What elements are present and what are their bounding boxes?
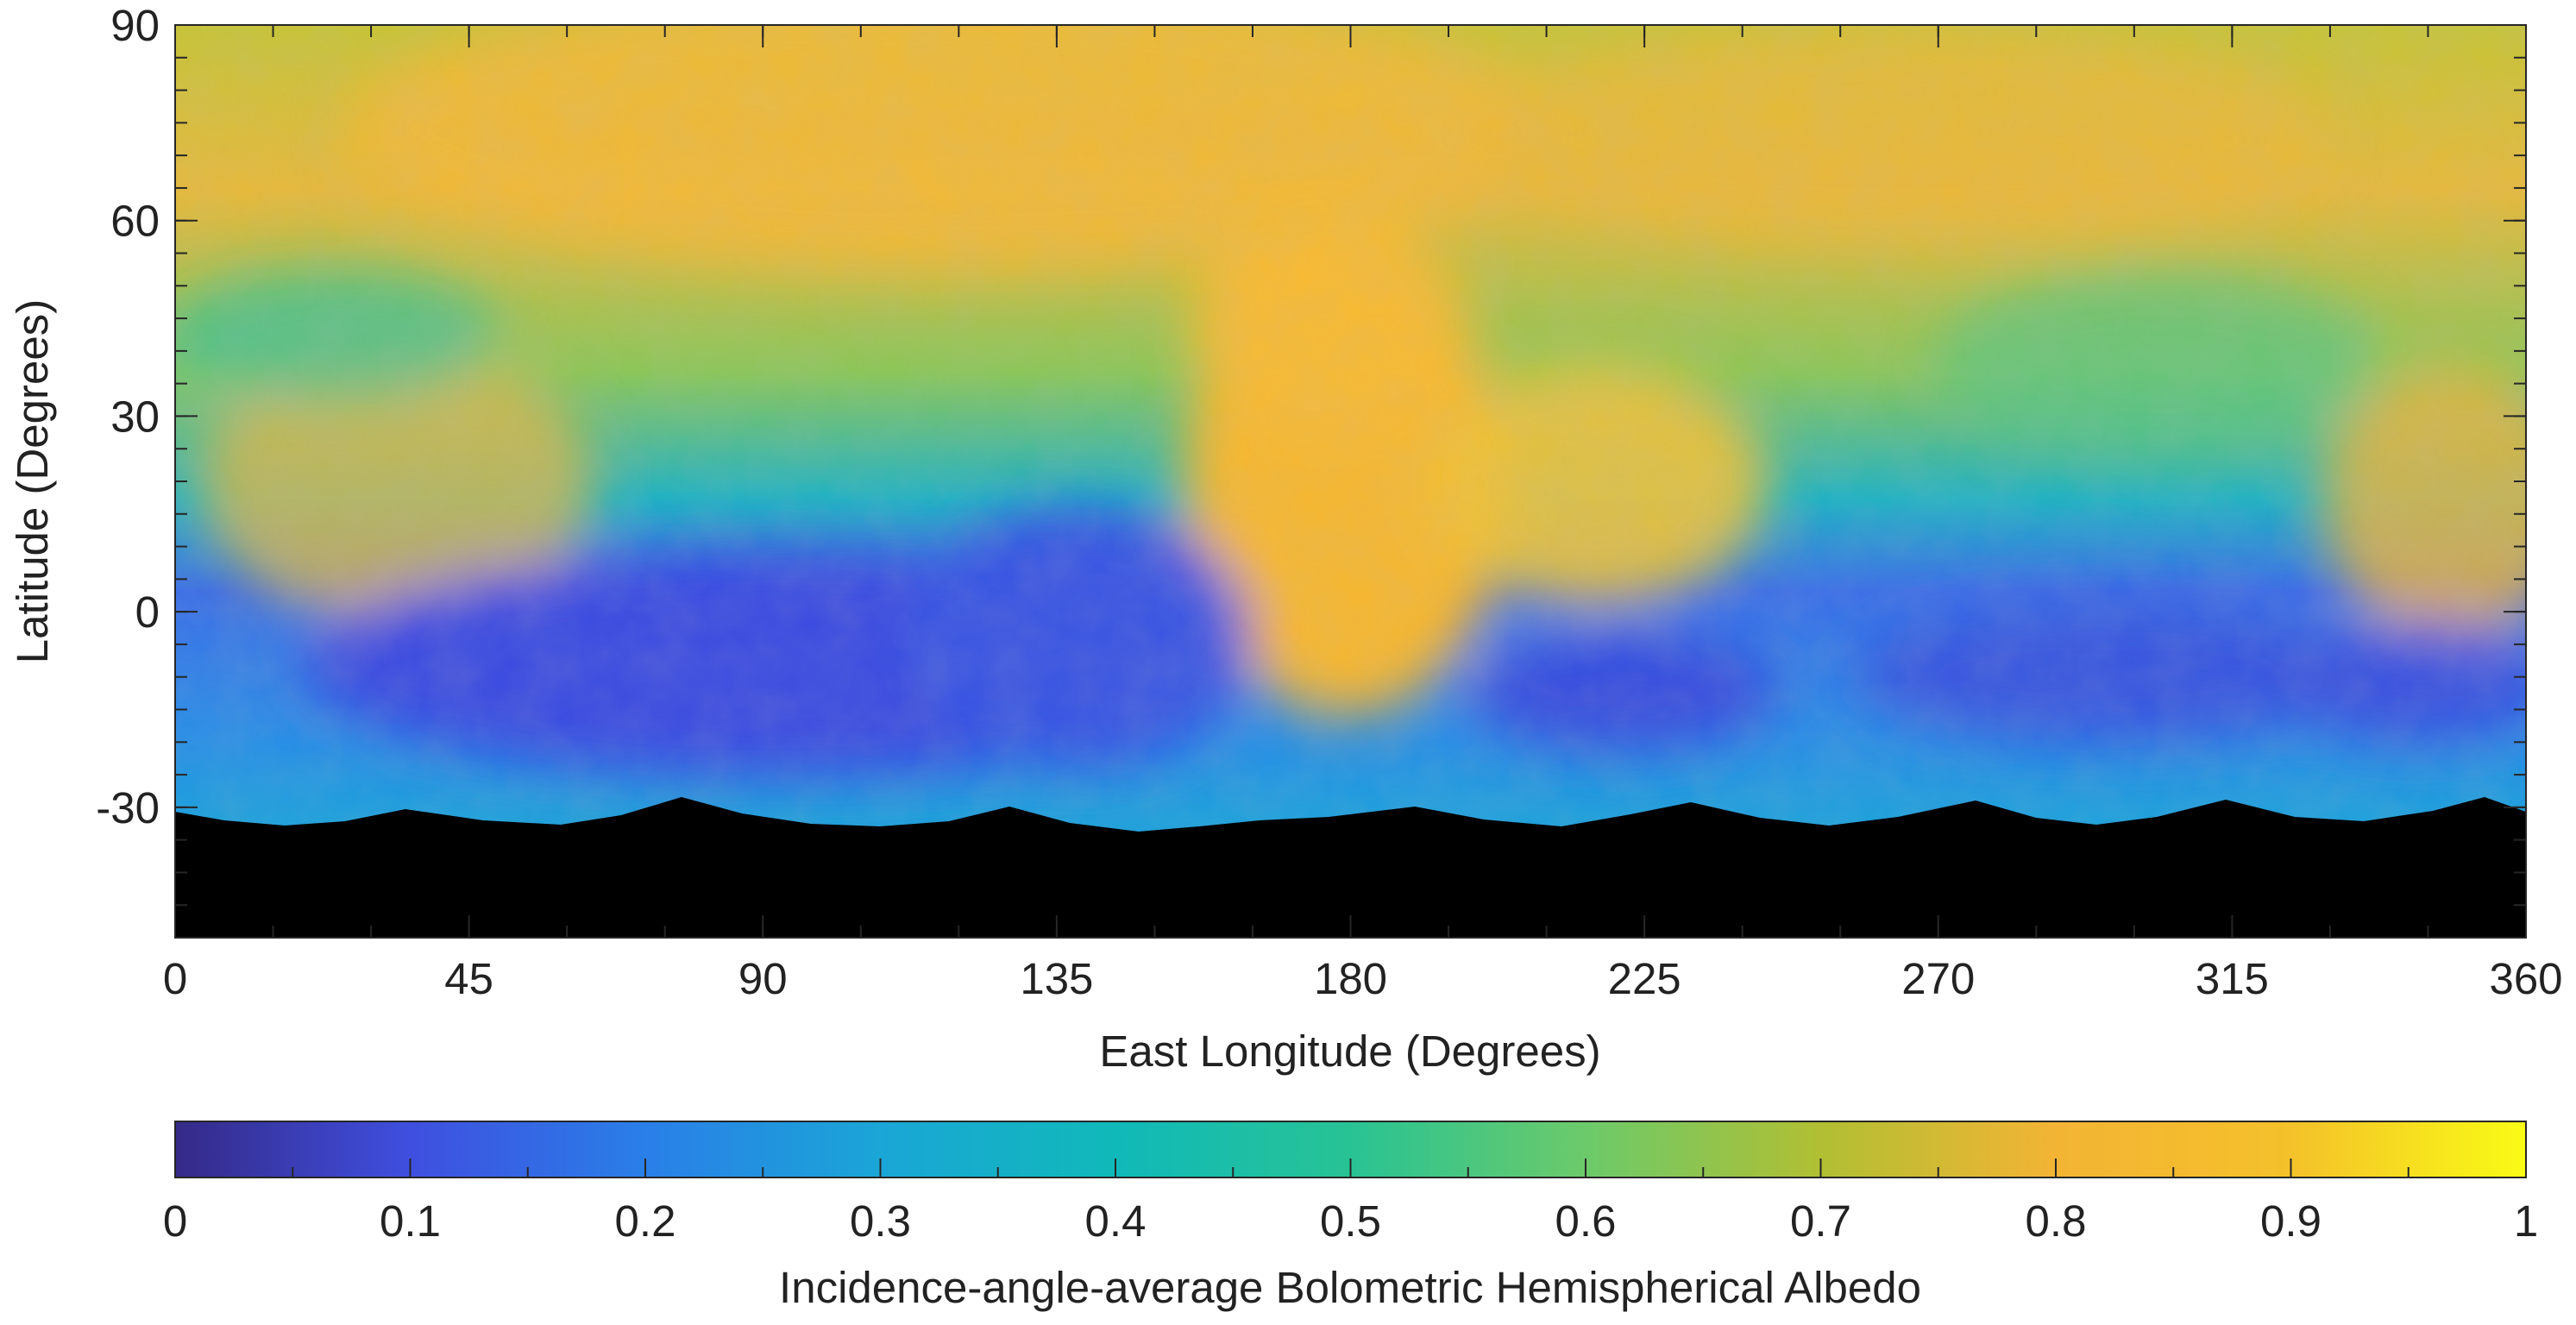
y-tick-label: 90 [110,1,160,50]
x-tick-label: 315 [2196,954,2269,1003]
x-tick-label: 360 [2489,954,2562,1003]
x-tick-label: 180 [1314,954,1387,1003]
y-tick-label: -30 [96,783,160,832]
colorbar-tick-label: 0.9 [2260,1196,2322,1246]
y-tick-label: 60 [110,197,160,246]
colorbar-tick-label: 0 [163,1196,187,1246]
colorbar-tick-label: 0.2 [615,1196,676,1246]
colorbar-tick-label: 0.1 [380,1196,441,1246]
y-tick-label: 30 [110,392,160,441]
x-axis-tick-labels: 0 45 90 135 180 225 270 315 360 [163,954,2563,1003]
x-axis-label: East Longitude (Degrees) [1099,1027,1600,1076]
x-tick-label: 225 [1608,954,1681,1003]
x-axis-ticks [174,25,2527,938]
no-data-region [175,797,2526,938]
y-axis-ticks [175,24,2526,939]
x-tick-label: 90 [738,954,788,1003]
colorbar-tick-label: 0.7 [1790,1196,1851,1246]
colorbar-tick-label: 0.8 [2026,1196,2087,1246]
colorbar-tick-labels: 0 0.1 0.2 0.3 0.4 0.5 0.6 0.7 0.8 0.9 1 [163,1196,2538,1246]
x-tick-label: 270 [1901,954,1975,1003]
y-tick-label: 0 [135,587,160,637]
y-axis-label: Latitude (Degrees) [8,299,57,663]
x-tick-label: 45 [444,954,493,1003]
albedo-map-image [175,25,2526,938]
colorbar-ticks [174,1159,2527,1177]
y-axis-tick-labels: 90 60 30 0 -30 [96,1,160,832]
x-tick-label: 135 [1020,954,1093,1003]
colorbar-label: Incidence-angle-average Bolometric Hemis… [779,1263,1921,1312]
colorbar-tick-label: 0.3 [850,1196,911,1246]
colorbar-tick-label: 0.5 [1320,1196,1381,1246]
x-tick-label: 0 [163,954,187,1003]
colorbar-tick-label: 0.4 [1085,1196,1147,1246]
colorbar-tick-label: 0.6 [1555,1196,1617,1246]
colorbar-tick-label: 1 [2514,1196,2538,1246]
